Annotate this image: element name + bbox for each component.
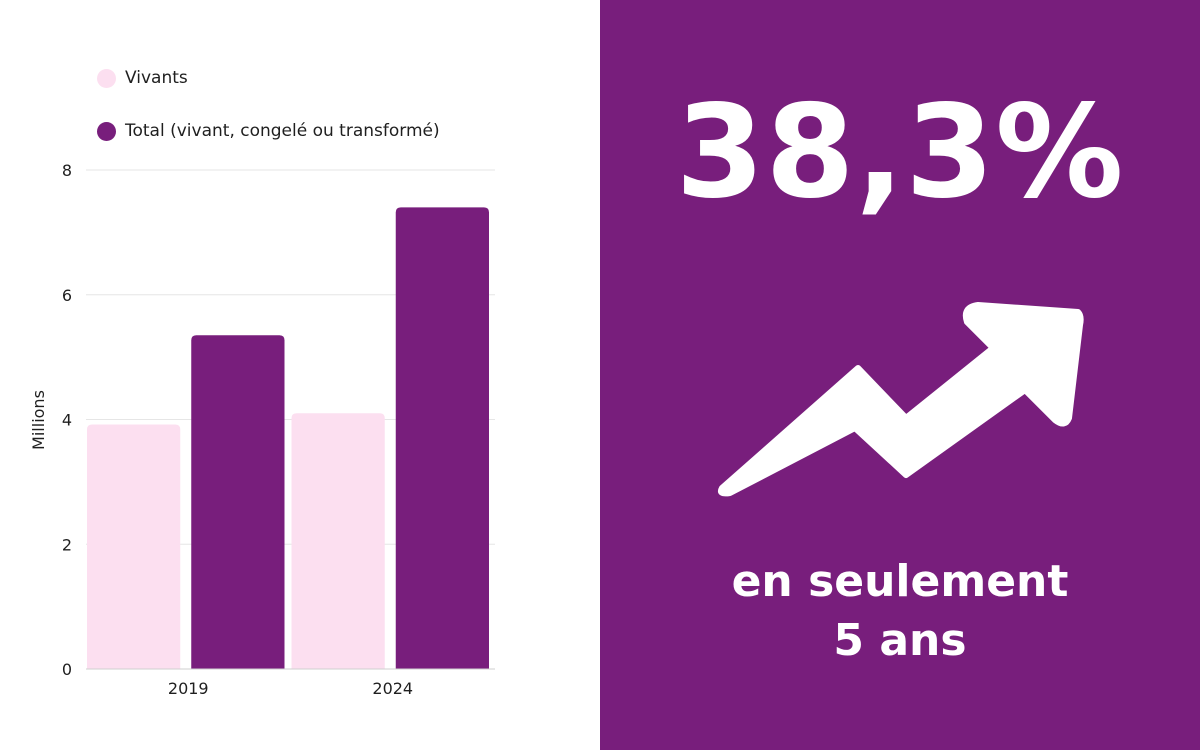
y-axis-title: Millions <box>29 390 48 450</box>
legend-label-total: Total (vivant, congelé ou transformé) <box>125 121 440 141</box>
y-tick-label: 6 <box>62 286 72 305</box>
bar-chart: 0 2 4 6 8 Millions 2019 2024 <box>29 161 495 698</box>
y-tick-label: 0 <box>62 660 72 679</box>
y-tick-label: 2 <box>62 535 72 554</box>
y-tick-label: 4 <box>62 411 72 430</box>
bar-vivants <box>291 413 385 669</box>
legend-swatch-total <box>97 121 116 141</box>
trend-up-arrow-icon <box>718 302 1084 497</box>
caption-line-2: 5 ans <box>833 615 967 666</box>
bar-total <box>395 207 489 670</box>
x-tick-label: 2019 <box>168 679 209 698</box>
bar-total <box>191 335 285 669</box>
legend-label-vivants: Vivants <box>125 68 188 88</box>
highlight-panel: 38,3% en seulement 5 ans <box>600 0 1200 750</box>
legend-item-total: Total (vivant, congelé ou transformé) <box>97 121 440 141</box>
caption-line-1: en seulement <box>731 556 1069 607</box>
chart-panel: Vivants Total (vivant, congelé ou transf… <box>29 68 495 698</box>
x-tick-label: 2024 <box>372 679 413 698</box>
legend-swatch-vivants <box>97 68 116 88</box>
bar-vivants <box>87 424 181 669</box>
arrow-shape <box>718 302 1084 497</box>
y-tick-label: 8 <box>62 161 72 180</box>
growth-percentage: 38,3% <box>675 78 1125 227</box>
legend-item-vivants: Vivants <box>97 68 188 88</box>
